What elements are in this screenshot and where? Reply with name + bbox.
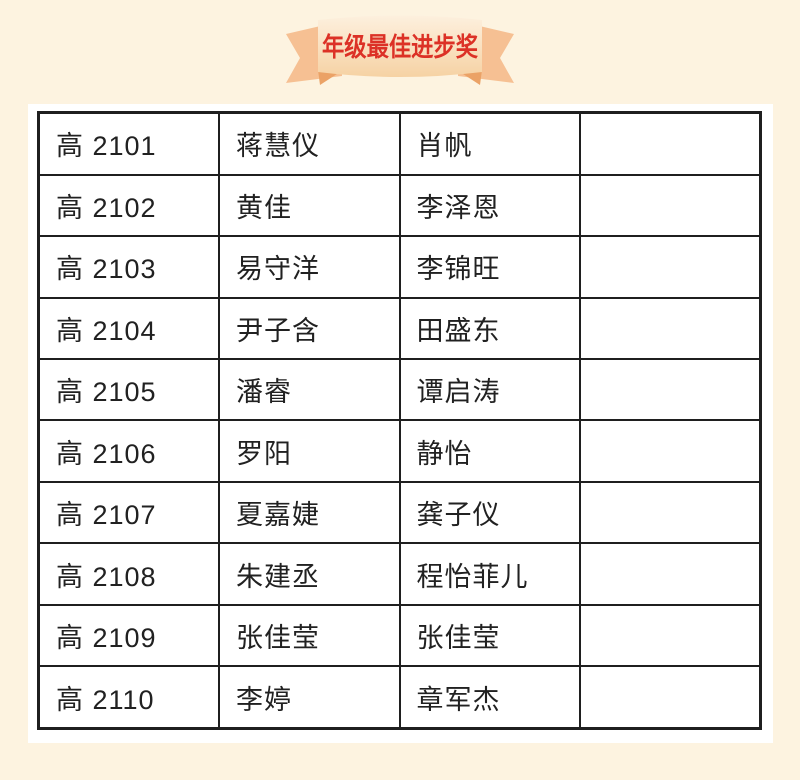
cell-winner-1: 罗阳 [218,419,401,483]
cell-empty [579,665,762,730]
table-row: 高 2108 朱建丞 程怡菲儿 [37,542,762,606]
cell-empty [579,235,762,299]
cell-winner-1: 李婷 [218,665,401,730]
ribbon-banner-icon: 年级最佳进步奖 [286,15,514,85]
cell-winner-1: 潘睿 [218,357,401,422]
cell-empty [579,296,762,361]
cell-class: 高 2107 [37,480,220,545]
table-row: 高 2105 潘睿 谭启涛 [37,357,762,422]
cell-winner-1: 夏嘉婕 [218,480,401,545]
cell-winner-2: 章军杰 [398,665,581,730]
table-row: 高 2104 尹子含 田盛东 [37,296,762,361]
table-row: 高 2106 罗阳 静怡 [37,419,762,483]
cell-class: 高 2108 [37,542,220,606]
cell-winner-2: 张佳莹 [398,603,581,668]
cell-empty [579,111,762,176]
cell-winner-1: 蒋慧仪 [218,111,401,176]
award-ribbon: 年级最佳进步奖 [280,6,520,90]
cell-winner-2: 谭启涛 [398,357,581,422]
cell-class: 高 2103 [37,235,220,299]
cell-winner-2: 肖帆 [398,111,581,176]
cell-empty [579,603,762,668]
cell-empty [579,542,762,606]
table-row: 高 2102 黄佳 李泽恩 [37,173,762,238]
cell-empty [579,419,762,483]
cell-class: 高 2110 [37,665,220,730]
cell-class: 高 2102 [37,173,220,238]
cell-winner-1: 朱建丞 [218,542,401,606]
cell-winner-2: 李锦旺 [398,235,581,299]
award-table: 高 2101 蒋慧仪 肖帆 高 2102 黄佳 李泽恩 高 2103 易守洋 李… [37,111,762,730]
cell-class: 高 2109 [37,603,220,668]
banner-title: 年级最佳进步奖 [322,32,479,62]
cell-winner-1: 易守洋 [218,235,401,299]
table-row: 高 2101 蒋慧仪 肖帆 [37,111,762,176]
cell-winner-1: 黄佳 [218,173,401,238]
table-panel: 高 2101 蒋慧仪 肖帆 高 2102 黄佳 李泽恩 高 2103 易守洋 李… [28,104,773,743]
table-row: 高 2107 夏嘉婕 龚子仪 [37,480,762,545]
cell-winner-1: 张佳莹 [218,603,401,668]
cell-winner-2: 程怡菲儿 [398,542,581,606]
table-row: 高 2103 易守洋 李锦旺 [37,235,762,299]
table-row: 高 2110 李婷 章军杰 [37,665,762,730]
cell-winner-2: 静怡 [398,419,581,483]
ribbon-face-icon [318,15,482,77]
cell-class: 高 2105 [37,357,220,422]
cell-winner-2: 龚子仪 [398,480,581,545]
cell-winner-2: 田盛东 [398,296,581,361]
cell-empty [579,480,762,545]
cell-empty [579,173,762,238]
cell-empty [579,357,762,422]
cell-winner-2: 李泽恩 [398,173,581,238]
cell-class: 高 2106 [37,419,220,483]
cell-class: 高 2104 [37,296,220,361]
cell-class: 高 2101 [37,111,220,176]
table-row: 高 2109 张佳莹 张佳莹 [37,603,762,668]
cell-winner-1: 尹子含 [218,296,401,361]
